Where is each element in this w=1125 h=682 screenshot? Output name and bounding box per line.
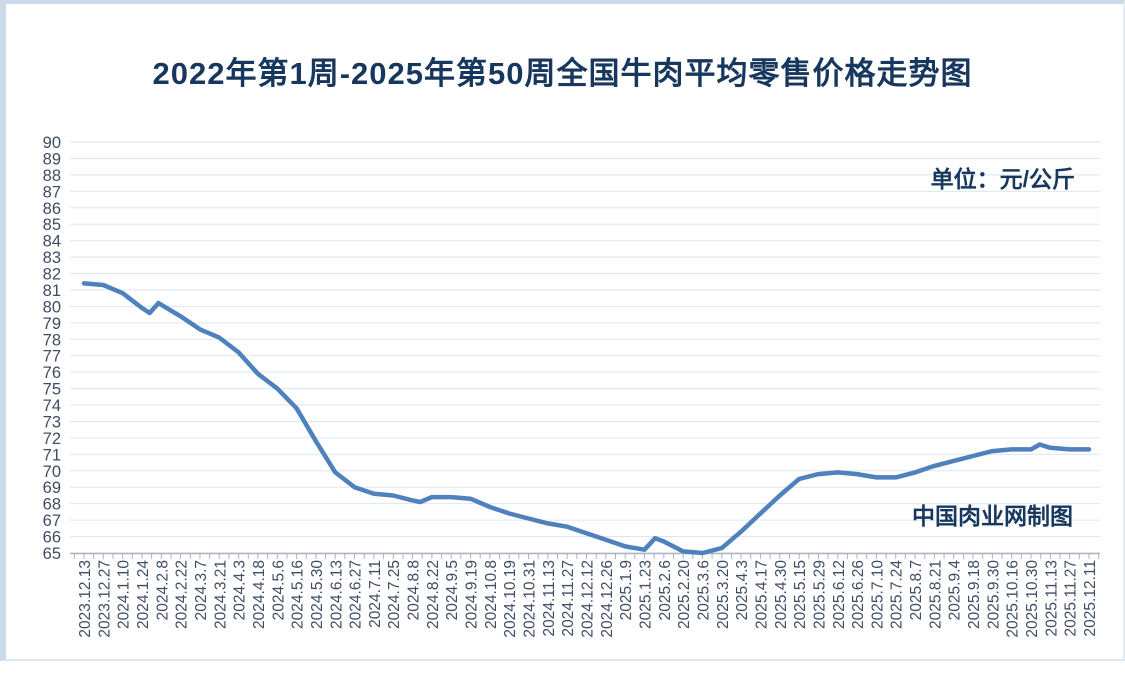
y-tick-label: 82 [43,266,61,284]
unit-label: 单位：元/公斤 [930,166,1075,192]
y-tick-label: 90 [43,134,61,152]
x-tick-label: 2025.11.27 [1063,560,1080,636]
y-tick-label: 75 [43,381,61,399]
x-tick-label: 2025.5.29 [811,560,828,629]
x-tick-label: 2025.1.23 [637,560,654,629]
x-tick-label: 2025.7.24 [889,560,906,629]
y-tick-label: 84 [43,233,61,251]
x-tick-label: 2024.5.16 [290,560,307,629]
x-tick-label: 2024.1.24 [135,560,152,629]
x-tick-label: 2024.10.31 [522,560,539,638]
y-tick-label: 76 [43,364,61,382]
y-tick-label: 69 [43,479,61,497]
x-tick-label: 2025.7.10 [869,560,886,629]
x-tick-label: 2025.11.13 [1043,560,1060,636]
x-tick-label: 2025.9.30 [985,560,1002,629]
x-tick-label: 2025.9.18 [966,560,983,629]
y-tick-label: 65 [43,545,61,563]
y-tick-label: 66 [43,529,61,547]
x-tick-label: 2024.5.30 [309,560,326,629]
x-tick-label: 2024.12.12 [580,560,597,638]
gridlines [70,141,1100,554]
y-tick-label: 78 [43,331,61,349]
x-tick-label: 2025.10.30 [1024,560,1041,638]
x-tick-label: 2025.8.21 [927,560,944,629]
x-tick-label: 2023.12.27 [96,560,113,638]
x-tick-label: 2024.3.7 [193,560,210,620]
x-tick-label: 2024.2.22 [174,560,191,629]
x-tick-label: 2024.8.22 [425,560,442,629]
x-tick-label: 2024.8.8 [406,560,423,620]
x-tick-label: 2024.12.26 [599,560,616,638]
y-tick-label: 86 [43,200,61,218]
x-tick-label: 2024.6.27 [348,560,365,629]
x-tick-label: 2025.4.30 [773,560,790,629]
x-tick-label: 2025.12.11 [1082,560,1099,636]
x-tick-label: 2024.7.25 [386,560,403,629]
y-tick-label: 79 [43,315,61,333]
x-tick-label: 2025.4.17 [753,560,770,629]
x-tick-label: 2024.4.3 [232,560,249,620]
x-axis-labels: 2023.12.13 2023.12.27 2024.1.10 2024.1.24 20… [77,560,1099,638]
x-tick-label: 2025.8.7 [908,560,925,620]
x-tick-label: 2025.4.3 [734,560,751,620]
x-tick-label: 2024.1.10 [116,560,133,629]
x-tick-label: 2024.11.27 [560,560,577,636]
x-tick-label: 2025.9.4 [947,560,964,621]
x-tick-label: 2024.10.19 [502,560,519,638]
x-tick-label: 2025.5.15 [792,560,809,629]
y-axis-labels: 6566676869707172737475767778798081828384… [43,134,61,563]
y-tick-label: 74 [43,397,61,415]
x-tick-label: 2024.2.8 [154,560,171,620]
y-tick-label: 89 [43,150,61,168]
x-tick-label: 2025.6.26 [850,560,867,629]
x-tick-label: 2025.10.16 [1005,560,1022,638]
y-tick-label: 83 [43,249,61,267]
x-tick-label: 2024.9.5 [444,560,461,620]
y-tick-label: 67 [43,512,61,530]
x-tick-label: 2024.5.6 [270,560,287,620]
y-tick-label: 81 [43,282,61,300]
x-tick-label: 2025.6.12 [831,560,848,629]
y-tick-label: 88 [43,167,61,185]
x-tick-label: 2024.10.8 [483,560,500,629]
y-tick-label: 70 [43,463,61,481]
y-tick-label: 71 [43,446,61,464]
x-tick-label: 2024.3.21 [212,560,229,629]
x-tick-label: 2024.6.13 [328,560,345,629]
x-tick-label: 2025.3.20 [715,560,732,629]
y-tick-label: 80 [43,298,61,316]
x-tick-label: 2025.1.9 [618,560,635,620]
series-lines [81,281,1092,556]
x-tick-label: 2024.4.18 [251,560,268,629]
x-tick-label: 2023.12.13 [77,560,94,638]
watermark-label: 中国肉业网制图 [912,503,1073,529]
y-tick-label: 77 [43,348,61,366]
price-line [81,281,1092,556]
y-tick-label: 68 [43,496,61,514]
x-tick-label: 2025.3.6 [695,560,712,620]
x-tick-label: 2025.2.6 [657,560,674,620]
chart-title: 2022年第1周-2025年第50周全国牛肉平均零售价格走势图 [152,56,973,91]
x-tick-label: 2024.9.19 [464,560,481,629]
x-tick-label: 2024.11.13 [541,560,558,636]
y-tick-label: 73 [43,413,61,431]
y-tick-label: 72 [43,430,61,448]
x-tick-label: 2025.2.20 [676,560,693,629]
y-tick-label: 85 [43,216,61,234]
x-axis [70,552,1100,559]
x-tick-label: 2024.7.11 [367,560,384,628]
y-tick-label: 87 [43,183,61,201]
